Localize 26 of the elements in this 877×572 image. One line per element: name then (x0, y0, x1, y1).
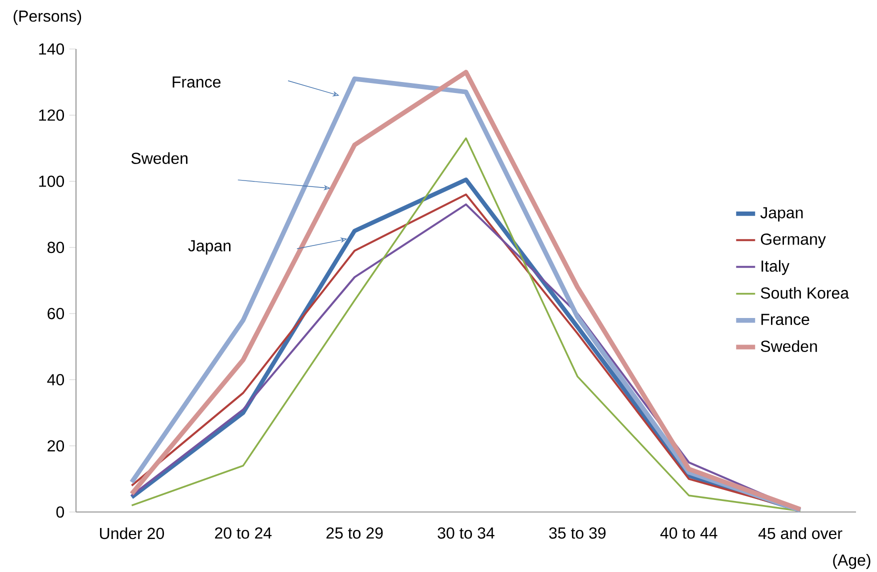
y-tick-label: 20 (48, 440, 64, 452)
x-tick-label: Under 20 (100, 527, 164, 540)
y-tick-label: 0 (56, 506, 64, 518)
x-tick-label: 20 to 24 (215, 527, 272, 539)
x-tick-label: 30 to 34 (438, 527, 494, 539)
y-tick-label: 60 (48, 308, 64, 320)
annotation: France (172, 76, 221, 88)
legend-label: Sweden (760, 340, 817, 352)
y-tick-label: 40 (47, 374, 64, 386)
x-tick-label: 45 and over (758, 527, 842, 540)
legend-label: Japan (760, 207, 803, 222)
legend-label: South Korea (760, 286, 850, 299)
x-axis-title: (Age) (833, 554, 870, 569)
legend-label: Italy (762, 260, 790, 275)
legend-label: France (761, 314, 810, 326)
y-tick-label: 80 (48, 242, 64, 254)
x-tick-label: 35 to 39 (549, 527, 606, 539)
y-axis-title: (Persons) (14, 10, 82, 25)
y-tick-label: 140 (39, 43, 64, 55)
annotation: Sweden (131, 152, 188, 164)
legend-label: Germany (760, 234, 826, 248)
x-tick-label: 40 to 44 (660, 527, 718, 539)
y-tick-label: 100 (39, 176, 64, 187)
annotation: Japan (188, 240, 230, 255)
x-tick-label: 25 to 29 (326, 527, 383, 539)
y-tick-label: 120 (39, 109, 64, 121)
